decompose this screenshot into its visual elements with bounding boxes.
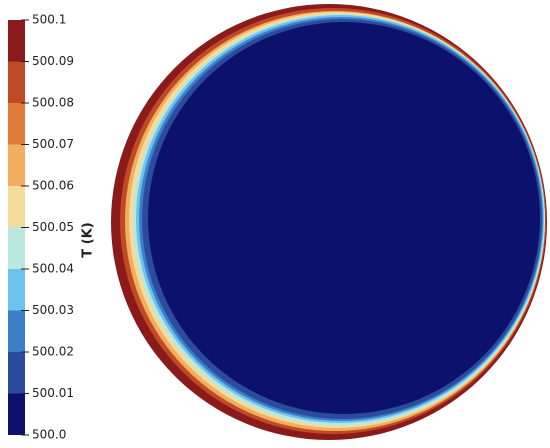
colorbar-band [8, 227, 25, 269]
tick-label: 500.08 [32, 96, 74, 110]
tick-label: 500.0 [32, 428, 66, 442]
tick-label: 500.05 [32, 220, 74, 234]
colorbar-band [8, 393, 25, 435]
tick-label: 500.06 [32, 179, 74, 193]
tick-label: 500.07 [32, 137, 74, 151]
colorbar-band [8, 310, 25, 352]
tick-label: 500.01 [32, 386, 74, 400]
temperature-field [111, 4, 547, 440]
tick-label: 500.04 [32, 262, 74, 276]
tick-label: 500.09 [32, 54, 74, 68]
colorbar: 500.0 500.01 500.02 500.03 500.04 500.05 500.0… [8, 13, 74, 442]
colorbar-band [8, 186, 25, 228]
colorbar-band [8, 144, 25, 186]
colorbar-band [8, 61, 25, 103]
field-core [148, 22, 540, 414]
colorbar-band [8, 20, 25, 62]
tick-label: 500.1 [32, 13, 66, 27]
tick-label: 500.02 [32, 345, 74, 359]
colorbar-band [8, 103, 25, 145]
colorbar-band [8, 269, 25, 311]
colorbar-title: T (K) [81, 222, 96, 257]
tick-label: 500.03 [32, 303, 74, 317]
colorbar-band [8, 352, 25, 394]
